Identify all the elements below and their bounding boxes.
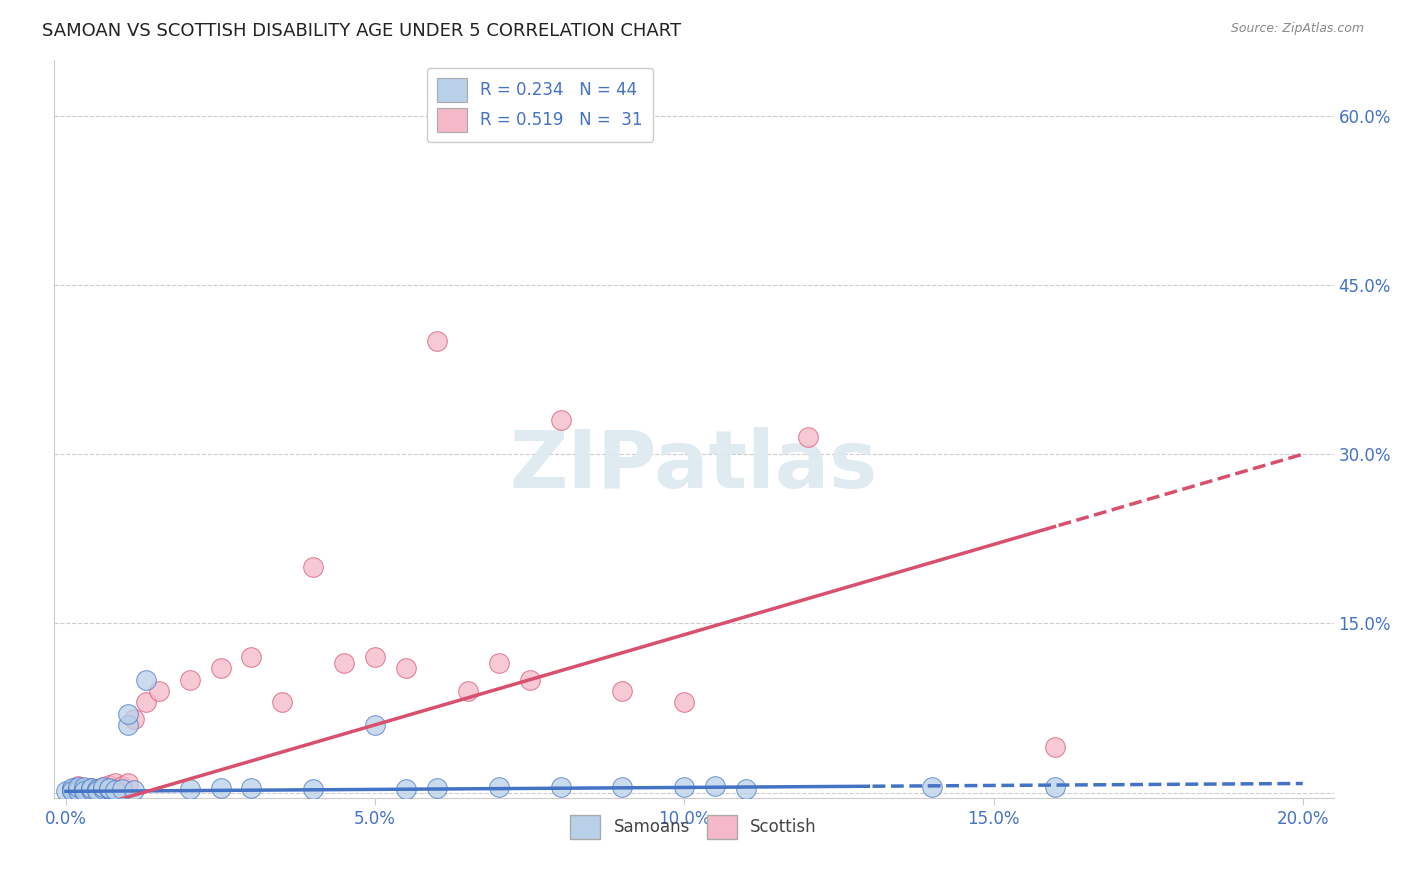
- Text: SAMOAN VS SCOTTISH DISABILITY AGE UNDER 5 CORRELATION CHART: SAMOAN VS SCOTTISH DISABILITY AGE UNDER …: [42, 22, 682, 40]
- Point: [110, 782, 132, 797]
- Point: [73, 783, 96, 797]
- Point: [735, 782, 758, 797]
- Point: [395, 782, 418, 797]
- Point: [797, 430, 820, 444]
- Point: [73, 783, 96, 797]
- Point: [426, 334, 449, 349]
- Point: [612, 684, 634, 698]
- Point: [73, 782, 96, 797]
- Point: [1045, 740, 1067, 755]
- Point: [86, 784, 108, 798]
- Point: [60, 784, 83, 798]
- Text: Source: ZipAtlas.com: Source: ZipAtlas.com: [1230, 22, 1364, 36]
- Point: [148, 684, 170, 698]
- Point: [673, 780, 696, 794]
- Point: [55, 784, 77, 798]
- Point: [67, 782, 90, 797]
- Point: [67, 780, 90, 794]
- Point: [921, 780, 943, 794]
- Point: [179, 782, 201, 797]
- Point: [704, 779, 727, 793]
- Point: [67, 784, 90, 798]
- Point: [117, 718, 139, 732]
- Point: [91, 782, 114, 797]
- Point: [79, 783, 101, 797]
- Point: [302, 560, 325, 574]
- Point: [86, 782, 108, 797]
- Point: [612, 780, 634, 794]
- Point: [209, 780, 232, 795]
- Point: [117, 706, 139, 721]
- Point: [79, 780, 101, 795]
- Point: [60, 783, 83, 797]
- Point: [67, 779, 90, 793]
- Point: [364, 718, 387, 732]
- Point: [488, 780, 510, 794]
- Point: [98, 778, 121, 792]
- Point: [240, 780, 263, 795]
- Point: [673, 695, 696, 709]
- Point: [79, 780, 101, 795]
- Legend: Samoans, Scottish: Samoans, Scottish: [564, 808, 824, 846]
- Point: [104, 776, 127, 790]
- Point: [86, 783, 108, 797]
- Point: [135, 695, 157, 709]
- Point: [67, 783, 90, 797]
- Point: [426, 780, 449, 795]
- Point: [240, 650, 263, 665]
- Point: [550, 413, 572, 427]
- Point: [122, 712, 145, 726]
- Point: [110, 779, 132, 793]
- Point: [519, 673, 541, 687]
- Point: [271, 695, 294, 709]
- Point: [67, 782, 90, 797]
- Point: [395, 661, 418, 675]
- Point: [60, 780, 83, 795]
- Point: [73, 784, 96, 798]
- Point: [60, 783, 83, 797]
- Point: [122, 783, 145, 797]
- Point: [98, 780, 121, 795]
- Point: [209, 661, 232, 675]
- Point: [86, 783, 108, 797]
- Point: [135, 673, 157, 687]
- Point: [179, 673, 201, 687]
- Point: [302, 782, 325, 797]
- Point: [91, 780, 114, 794]
- Point: [73, 780, 96, 794]
- Point: [117, 776, 139, 790]
- Text: ZIPatlas: ZIPatlas: [509, 426, 877, 505]
- Point: [104, 783, 127, 797]
- Point: [333, 656, 356, 670]
- Point: [457, 684, 479, 698]
- Point: [364, 650, 387, 665]
- Point: [91, 780, 114, 794]
- Point: [488, 656, 510, 670]
- Point: [550, 780, 572, 794]
- Point: [98, 782, 121, 797]
- Point: [79, 782, 101, 797]
- Point: [60, 782, 83, 797]
- Point: [1045, 780, 1067, 794]
